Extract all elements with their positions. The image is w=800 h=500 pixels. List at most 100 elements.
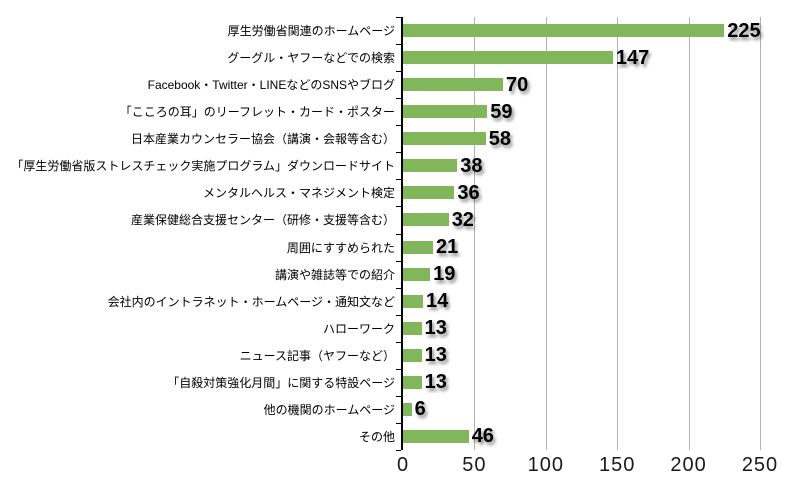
chart-row: 厚生労働省関連のホームページ 225: [0, 17, 800, 44]
category-label: 「自殺対策強化月間」に関する特設ページ: [167, 375, 395, 390]
y-axis-tick: [396, 206, 401, 208]
y-axis-tick: [396, 17, 401, 18]
bar-track: 58: [403, 125, 800, 152]
gridline-100: [545, 17, 547, 450]
gridline-250: [760, 17, 761, 450]
bar: [403, 402, 412, 416]
chart-row: 「自殺対策強化月間」に関する特設ページ 13: [0, 369, 800, 396]
bar-track: 6: [403, 396, 800, 423]
category-label: 「こころの耳」のリーフレット・カード・ポスター: [119, 105, 395, 120]
y-axis-tick: [396, 450, 401, 451]
bar: [403, 213, 449, 227]
value-label: 59: [490, 100, 513, 123]
value-label: 13: [424, 371, 447, 394]
chart-row: メンタルヘルス・マネジメント検定 36: [0, 179, 800, 206]
bar-track: 19: [403, 261, 800, 288]
bar: [403, 159, 458, 173]
category-label: Facebook・Twitter・LINEなどのSNSやブログ: [147, 78, 395, 93]
value-label: 147: [615, 46, 650, 69]
x-tick-label: 100: [527, 454, 564, 476]
bar-track: 13: [403, 315, 800, 342]
bar-track: 70: [403, 71, 800, 98]
chart-row: ニュース記事（ヤフーなど） 13: [0, 342, 800, 369]
chart-row: 「こころの耳」のリーフレット・カード・ポスター 59: [0, 98, 800, 125]
bar: [403, 105, 488, 119]
chart-row: 日本産業カウンセラー協会（講演・会報等含む） 58: [0, 125, 800, 152]
category-label: 厚生労働省関連のホームページ: [227, 24, 395, 39]
y-axis-tick: [396, 395, 401, 397]
bar: [403, 375, 422, 389]
x-tick-label: 200: [670, 454, 707, 476]
bar: [403, 240, 433, 254]
value-label: 36: [457, 181, 480, 204]
value-label: 13: [424, 344, 447, 367]
bar-track: 36: [403, 179, 800, 206]
category-label: 産業保健総合支援センター（研修・支援等含む）: [130, 213, 395, 228]
chart-row: 講演や雑誌等での紹介 19: [0, 261, 800, 288]
value-label: 13: [424, 317, 447, 340]
y-axis-tick: [396, 179, 401, 181]
bar: [403, 24, 725, 38]
bar-track: 13: [403, 369, 800, 396]
value-label: 46: [471, 425, 494, 448]
value-label: 225: [727, 19, 761, 42]
category-label: 日本産業カウンセラー協会（講演・会報等含む）: [130, 132, 395, 147]
x-tick-label: 250: [741, 454, 779, 476]
y-axis-tick: [396, 314, 401, 316]
y-axis-tick: [396, 260, 401, 262]
value-label: 58: [488, 127, 512, 150]
x-tick-label: 0: [396, 454, 410, 476]
gridline-150: [617, 17, 619, 450]
y-axis-tick: [396, 233, 401, 235]
category-label: グーグル・ヤフーなどでの検索: [227, 51, 395, 66]
y-axis-tick: [396, 98, 401, 100]
y-axis-tick: [396, 422, 401, 424]
bar: [403, 186, 455, 200]
bar: [403, 78, 503, 92]
bar: [403, 51, 613, 65]
bar-track: 46: [403, 423, 800, 450]
y-axis-tick: [396, 152, 401, 154]
y-axis-tick: [396, 44, 401, 46]
value-label: 6: [414, 398, 426, 421]
bar: [403, 132, 486, 146]
y-axis-tick: [396, 341, 401, 343]
plot-area: [396, 17, 762, 451]
value-label: 14: [426, 290, 449, 313]
category-label: 会社内のイントラネット・ホームページ・通知文など: [107, 294, 395, 309]
category-label: メンタルヘルス・マネジメント検定: [202, 186, 395, 201]
gridline-200: [688, 17, 690, 450]
category-label: 講演や雑誌等での紹介: [274, 267, 395, 282]
y-axis-tick: [396, 368, 401, 370]
value-label: 32: [451, 208, 474, 231]
category-label: 「厚生労働省版ストレスチェック実施プログラム」ダウンロードサイト: [11, 159, 395, 174]
y-axis-tick: [396, 71, 401, 73]
bar-track: 225: [403, 17, 800, 44]
x-tick-label: 150: [599, 454, 636, 476]
chart-row: Facebook・Twitter・LINEなどのSNSやブログ 70: [0, 71, 800, 98]
bar-track: 13: [403, 342, 800, 369]
category-label: 周囲にすすめられた: [286, 240, 395, 255]
value-label: 21: [436, 236, 459, 259]
chart-row: その他 46: [0, 423, 800, 450]
chart-row: 他の機関のホームページ 6: [0, 396, 800, 423]
bar: [403, 348, 422, 362]
category-label: 他の機関のホームページ: [263, 402, 395, 417]
gridline-50: [474, 17, 476, 450]
bar-track: 14: [403, 288, 800, 315]
bar: [403, 321, 422, 335]
bar: [403, 294, 423, 308]
x-axis: 0 50 100 150 200 250: [0, 453, 800, 483]
chart-row: 「厚生労働省版ストレスチェック実施プログラム」ダウンロードサイト 38: [0, 152, 800, 179]
bar-track: 38: [403, 152, 800, 179]
chart-rows: 厚生労働省関連のホームページ 225 グーグル・ヤフーなどでの検索 147 Facebo…: [0, 17, 800, 450]
category-label: その他: [358, 429, 395, 444]
bar: [403, 267, 431, 281]
value-label: 70: [506, 73, 529, 96]
value-label: 19: [433, 263, 456, 286]
y-axis-tick: [396, 287, 401, 289]
chart-row: ハローワーク 13: [0, 315, 800, 342]
bar-track: 32: [403, 206, 800, 233]
bar-track: 147: [403, 44, 800, 71]
